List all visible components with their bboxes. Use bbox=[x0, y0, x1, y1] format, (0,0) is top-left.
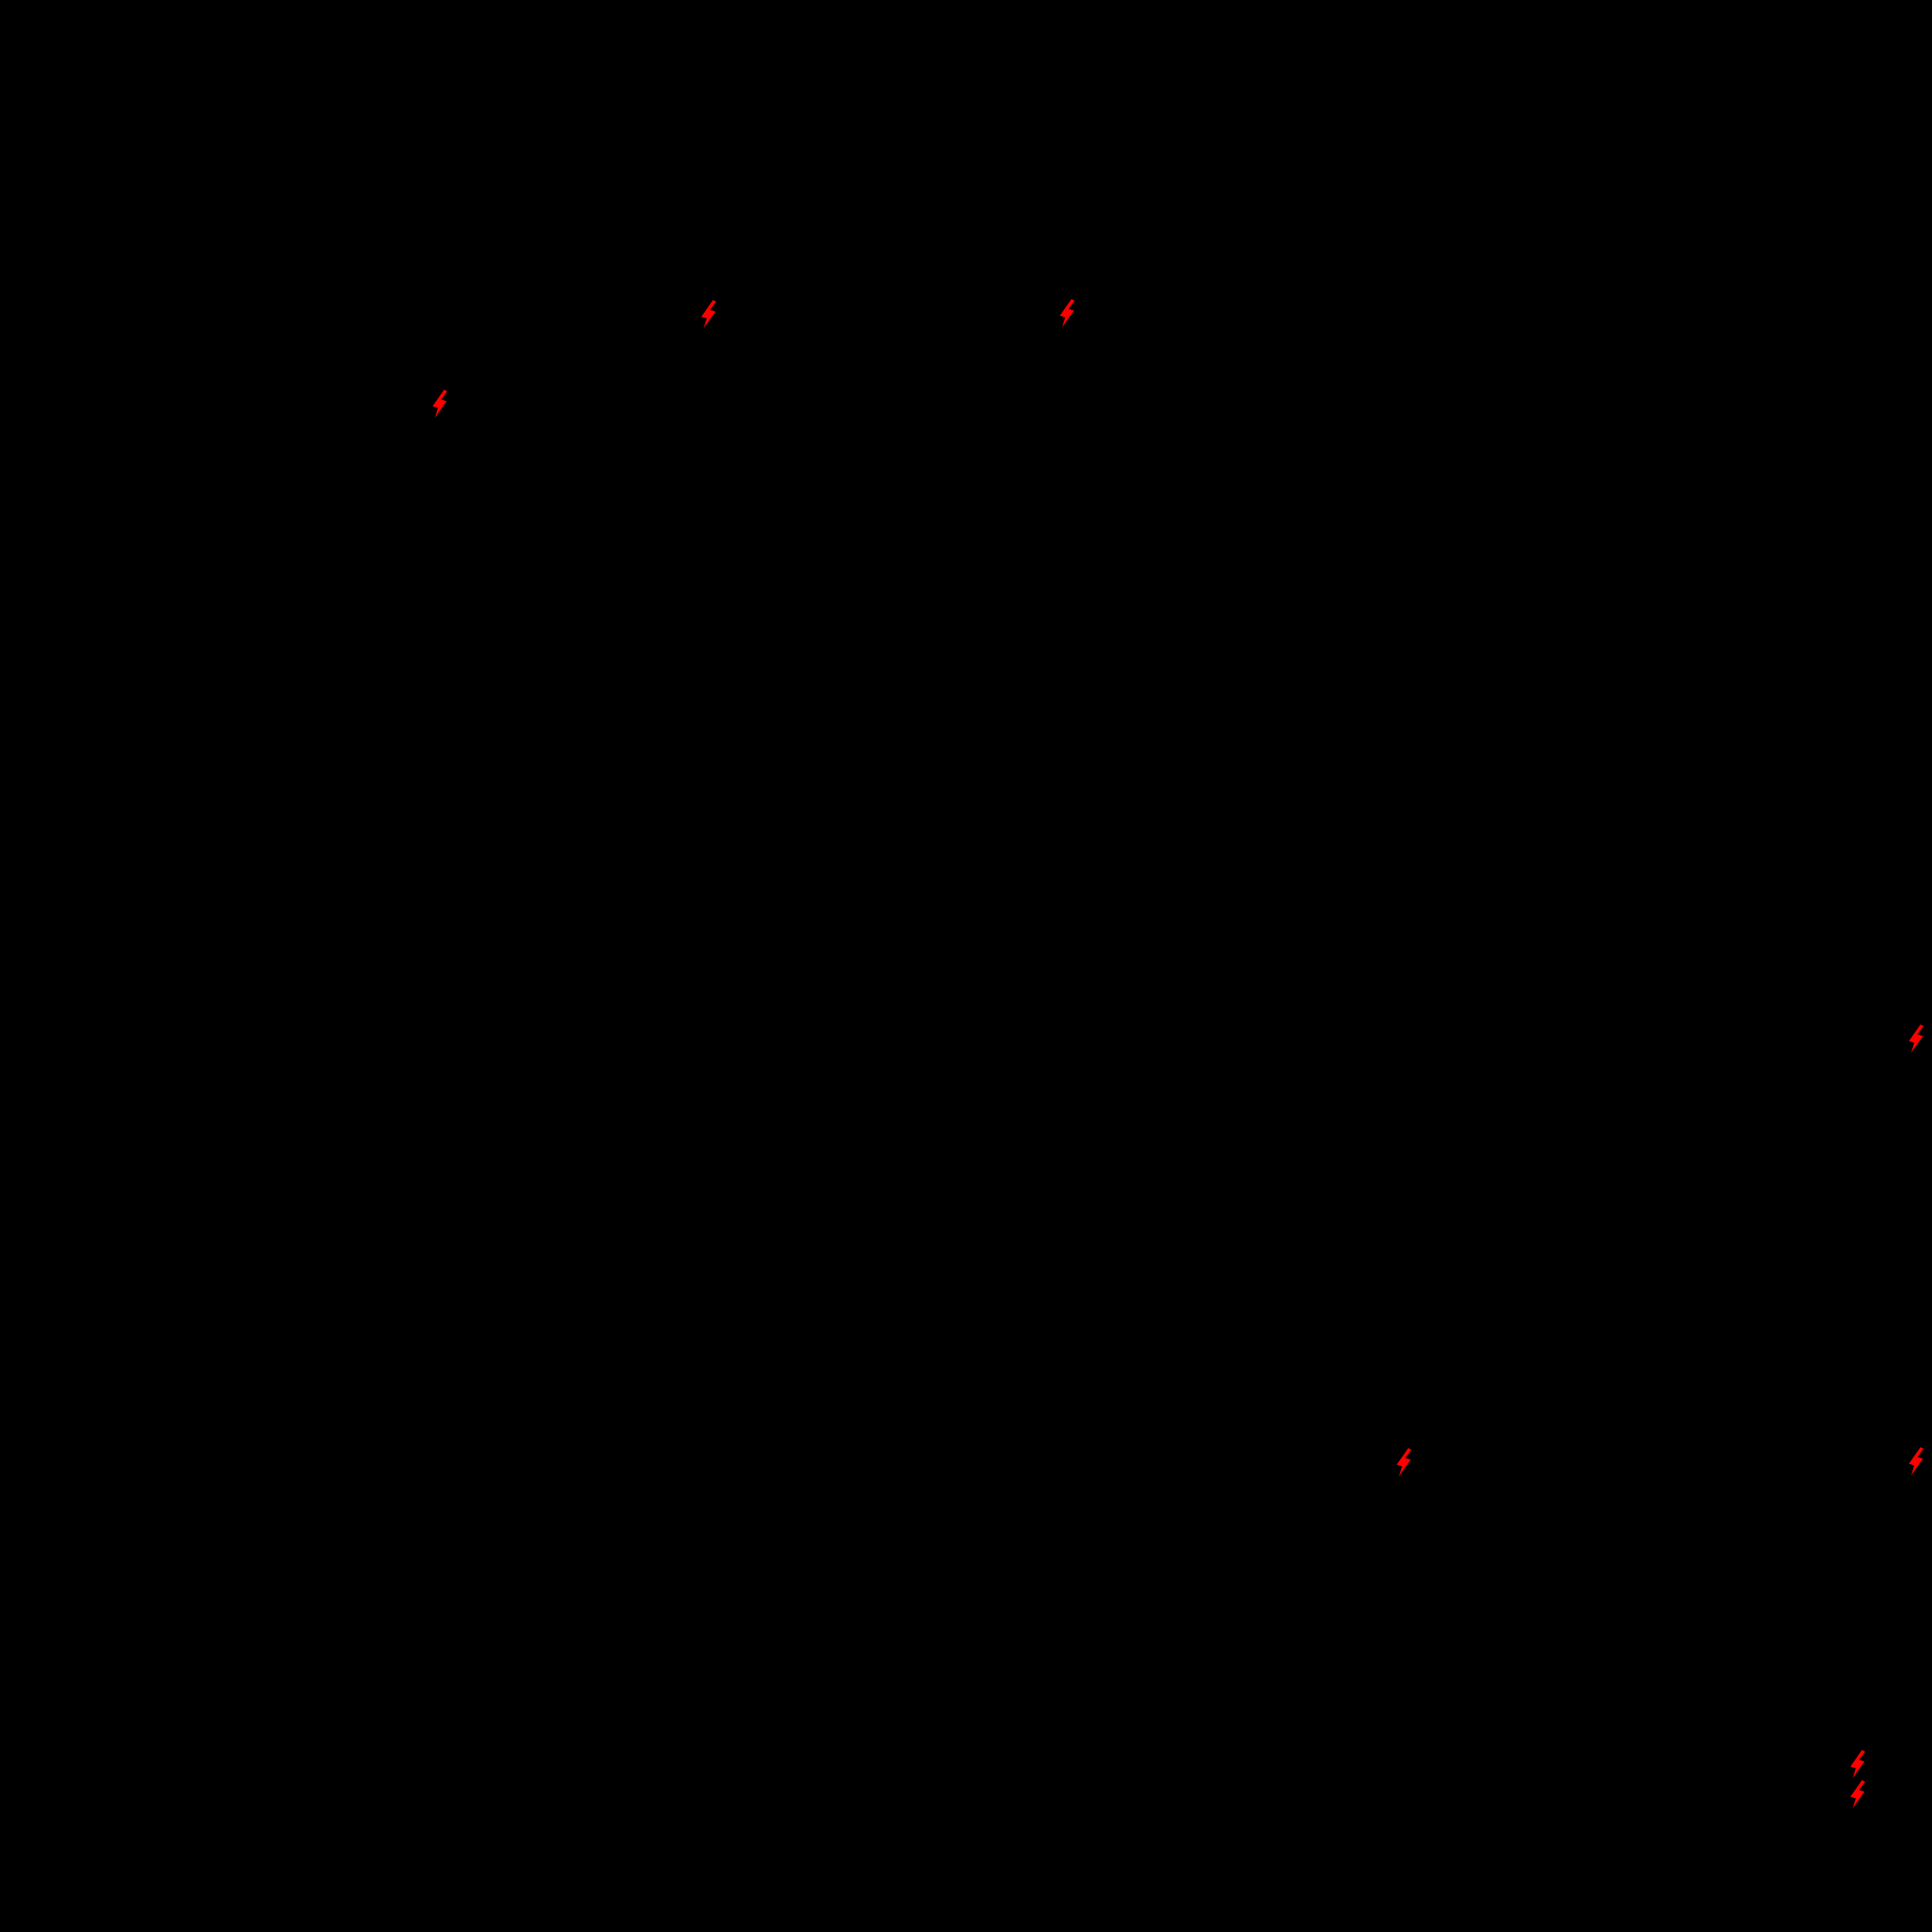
lightning-bolt-icon[interactable] bbox=[1849, 1780, 1866, 1808]
lightning-bolt-icon[interactable] bbox=[1907, 1024, 1924, 1053]
lightning-bolt-icon[interactable] bbox=[700, 300, 717, 328]
lightning-bolt-icon[interactable] bbox=[1395, 1448, 1412, 1476]
lightning-bolt-icon[interactable] bbox=[1058, 299, 1075, 327]
lightning-bolt-icon[interactable] bbox=[1907, 1447, 1924, 1475]
lightning-bolt-icon[interactable] bbox=[1849, 1750, 1866, 1778]
lightning-bolt-icon[interactable] bbox=[431, 390, 448, 418]
